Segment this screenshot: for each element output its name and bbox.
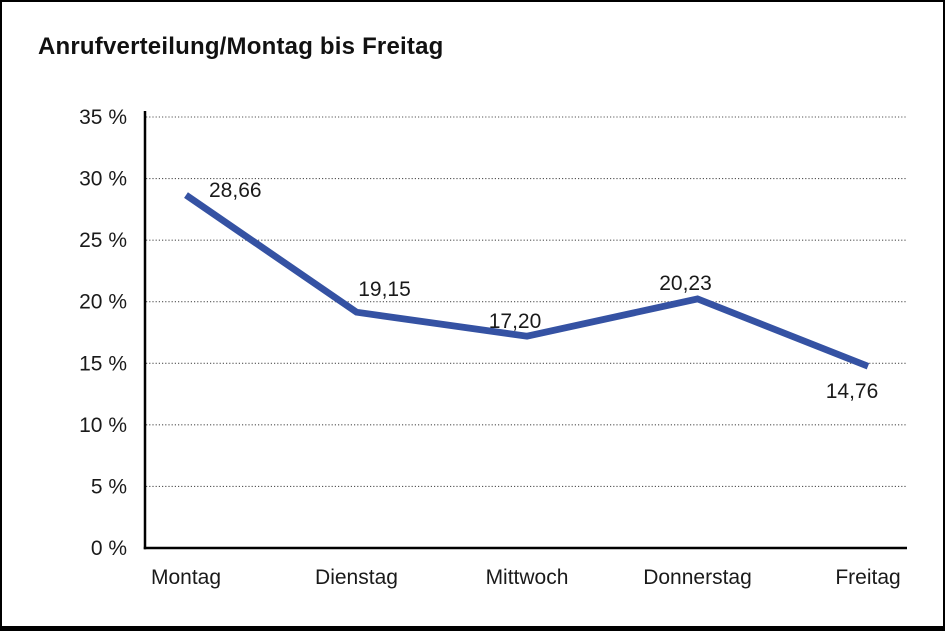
y-tick-label: 5 % <box>91 475 127 498</box>
y-tick-label: 35 % <box>79 106 127 129</box>
data-label: 17,20 <box>489 310 542 333</box>
chart-title: Anrufverteilung/Montag bis Freitag <box>38 33 444 60</box>
x-axis-label: Montag <box>151 566 221 589</box>
y-tick-label: 0 % <box>91 537 127 560</box>
x-axis-label: Freitag <box>835 566 900 589</box>
x-axis-label: Mittwoch <box>486 566 569 589</box>
data-label: 14,76 <box>826 380 879 403</box>
data-label: 19,15 <box>358 278 411 301</box>
y-tick-label: 15 % <box>79 352 127 375</box>
series-line <box>184 192 870 370</box>
y-tick-label: 25 % <box>79 229 127 252</box>
data-label: 28,66 <box>209 179 262 202</box>
y-tick-label: 20 % <box>79 291 127 314</box>
y-tick-label: 10 % <box>79 414 127 437</box>
y-tick-label: 30 % <box>79 168 127 191</box>
x-axis-label: Donnerstag <box>643 566 752 589</box>
x-axis-label: Dienstag <box>315 566 398 589</box>
data-label: 20,23 <box>659 272 712 295</box>
